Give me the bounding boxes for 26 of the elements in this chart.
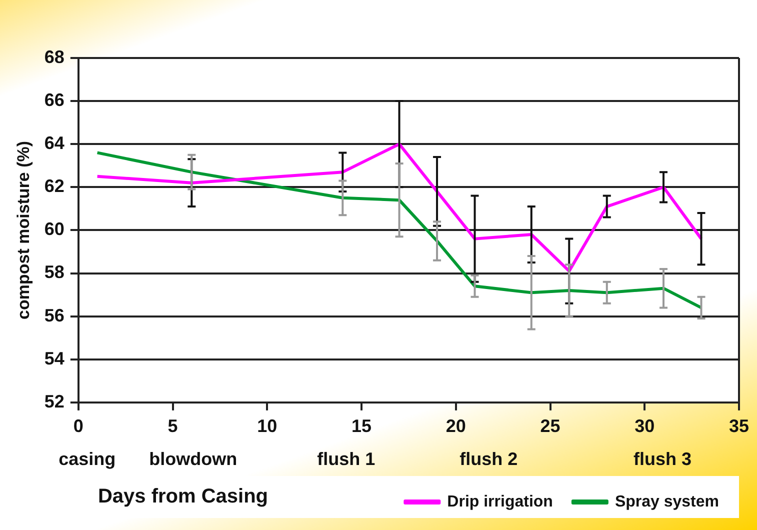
y-axis-title: compost moisture (%) <box>14 140 33 320</box>
text: flush 2 <box>460 448 518 469</box>
x-tick-label: 30 <box>634 416 655 436</box>
x-tick-label: 10 <box>257 416 278 436</box>
x-tick-label: 25 <box>540 416 560 436</box>
x-tick-label: 35 <box>728 416 750 436</box>
text: blowdown <box>149 448 238 469</box>
y-tick-label: 56 <box>44 305 64 326</box>
legend-label: Drip irrigation <box>447 493 553 510</box>
y-tick-label: 64 <box>44 133 64 154</box>
x-axis-title: Days from Casing <box>98 486 268 508</box>
legend-label: Spray system <box>614 493 719 510</box>
text: casing <box>58 448 116 469</box>
y-tick-label: 54 <box>44 348 64 368</box>
x-tick-label: 5 <box>168 416 178 436</box>
y-tick-label: 60 <box>44 219 64 240</box>
y-tick-label: 68 <box>44 46 64 67</box>
x-tick-label: 15 <box>352 416 372 436</box>
text: flush 3 <box>634 448 692 469</box>
y-tick-label: 62 <box>44 176 64 196</box>
y-tick-label: 66 <box>44 90 64 110</box>
x-tick-label: 0 <box>73 416 84 436</box>
y-tick-label: 52 <box>44 391 64 412</box>
text: flush 1 <box>317 448 376 469</box>
y-tick-label: 58 <box>44 262 64 282</box>
x-tick-label: 20 <box>446 416 466 436</box>
